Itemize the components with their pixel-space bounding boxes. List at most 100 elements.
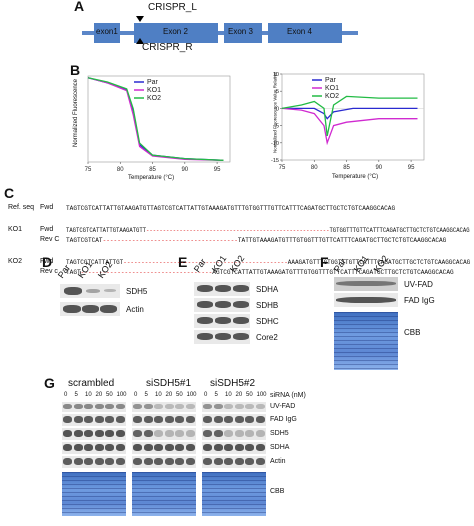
series-line-ko2 [281, 95, 418, 137]
g-dose-label: 50 [106, 392, 113, 398]
y-tick-label: -5 [274, 124, 279, 130]
seq-part: AGTCGTCATTATTGTAAAGATGTTTGTGGTTTGTTCATTT… [212, 269, 454, 276]
g-sirna-label: siRNA (nM) [270, 392, 306, 399]
g-dose-label: 0 [204, 392, 208, 398]
series-line-ko1 [87, 77, 224, 161]
g-dose-label: 100 [186, 392, 197, 398]
g-dose-label: 20 [235, 392, 243, 398]
legend-label-ko2: KO2 [325, 93, 339, 100]
g-blot-fad-igg [62, 414, 126, 426]
d-blot-sdh5 [60, 284, 120, 298]
exon4-box [268, 23, 342, 43]
melt-xlabel: Temperature (°C) [128, 175, 175, 181]
g-blot-sdha [132, 442, 196, 454]
legend-label-ko1: KO1 [147, 87, 161, 94]
g-dose-label: 50 [246, 392, 253, 398]
crispr-r-arrow [136, 38, 144, 44]
x-tick-label: 95 [214, 167, 221, 173]
panel-label-f: F [320, 254, 329, 270]
x-tick-label: 75 [279, 165, 286, 171]
f-cbb-gel [334, 312, 398, 370]
e-row-sdha: SDHA [256, 285, 279, 294]
x-tick-label: 90 [375, 165, 382, 171]
g-dose-label: 100 [256, 392, 267, 398]
e-blot-core2 [194, 330, 250, 344]
g-dose-label: 50 [176, 392, 183, 398]
seq-part: TAGT [66, 269, 81, 276]
exon3-label: Exon 3 [228, 27, 253, 36]
seq-part: TAGTCGTCATTATTGTAAGATGTTAGTCGTCATTATTGTA… [66, 205, 396, 212]
panel-label-e: E [178, 254, 188, 270]
seq-part: TATTGTAAAGATGTTTGTGGTTTGTTCATTTCAGATGCTT… [237, 237, 447, 244]
seq-group-label: KO2 [8, 258, 23, 265]
legend-label-ko1: KO1 [325, 85, 339, 92]
g-cbb-gel [132, 472, 196, 516]
seq-line: TAGT------------------------------------… [66, 269, 454, 276]
seq-part: TAGTCGTCATTATTGTAAGATGTT [66, 227, 147, 234]
g-row-fad-igg: FAD IgG [270, 416, 297, 423]
seq-group-label: KO1 [8, 226, 23, 233]
series-line-ko1 [281, 107, 418, 146]
legend-label-par: Par [147, 79, 159, 86]
panel-label-d: D [42, 254, 53, 270]
g-row-uv-fad: UV-FAD [270, 403, 296, 410]
seq-strand-label: Rev c [40, 268, 58, 275]
g-cbb-gel [202, 472, 266, 516]
e-blot-sdhb [194, 298, 250, 312]
e-row-sdhc: SDHC [256, 317, 279, 326]
e-blot-sdhc [194, 314, 250, 328]
x-tick-label: 85 [343, 165, 350, 171]
series-line-par [282, 107, 418, 120]
plot-frame [281, 73, 425, 161]
seq-part: AAAGATGTTTGTGGTTTGTTCATTTCAGATGCTTGCTCTG… [287, 259, 471, 266]
g-blot-actin [202, 456, 266, 468]
g-row-actin: Actin [270, 458, 286, 465]
seq-strand-label: Rev C [40, 236, 60, 243]
y-tick-label: -10 [271, 141, 279, 147]
seq-deletion-gap: ----------------------------------------… [123, 259, 288, 266]
exon4-label: Exon 4 [287, 27, 312, 36]
x-tick-label: 80 [311, 165, 318, 171]
g-row-sdh5: SDH5 [270, 430, 289, 437]
g-dose-label: 5 [214, 392, 218, 398]
x-tick-label: 75 [85, 167, 92, 173]
melt-ylabel: Normalized Fluorescence [73, 78, 79, 148]
crispr-l-arrow [136, 16, 144, 22]
f-row-cbb: CBB [404, 328, 421, 337]
g-blot-uv-fad [62, 402, 126, 412]
seq-line: TAGTCGTCAT------------------------------… [66, 237, 446, 244]
g-cbb-gel [62, 472, 126, 516]
seq-strand-label: Fwd [40, 226, 54, 233]
seq-strand-label: Fwd [40, 258, 54, 265]
panel-label-g: G [44, 375, 55, 391]
seq-deletion-gap: ------------------------------------- [102, 237, 238, 244]
g-blot-actin [62, 456, 126, 468]
f-blot-uvfad [334, 277, 398, 291]
y-tick-label: -15 [271, 158, 279, 164]
y-tick-label: 0 [276, 106, 279, 112]
series-line-ko2 [87, 77, 224, 161]
exon1-label: exon1 [96, 27, 118, 36]
y-tick-label: 10 [273, 72, 279, 78]
deriv-ylabel: Normalized Fluorescence Value Relative [272, 72, 278, 153]
g-row-sdha: SDHA [270, 444, 290, 451]
panel-label-a: A [74, 0, 85, 14]
x-tick-label: 90 [181, 167, 188, 173]
exon2-box [134, 23, 218, 43]
seq-part: TAGTCGTCATTATTGT [66, 259, 124, 266]
g-row-cbb: CBB [270, 488, 285, 495]
g-dose-label: 100 [116, 392, 127, 398]
f-blot-fadigg [334, 293, 398, 307]
g-dose-label: 0 [134, 392, 138, 398]
g-blot-sdh5 [202, 428, 266, 440]
panel-label-c: C [4, 185, 15, 201]
x-tick-label: 85 [149, 167, 156, 173]
g-blot-sdha [202, 442, 266, 454]
gene-diagram [82, 16, 358, 44]
seq-line: TAGTCGTCATTATTGTAAGATGTTAGTCGTCATTATTGTA… [66, 205, 395, 212]
y-tick-label: 5 [276, 89, 279, 95]
g-blot-actin [132, 456, 196, 468]
d-row-actin: Actin [126, 305, 144, 314]
